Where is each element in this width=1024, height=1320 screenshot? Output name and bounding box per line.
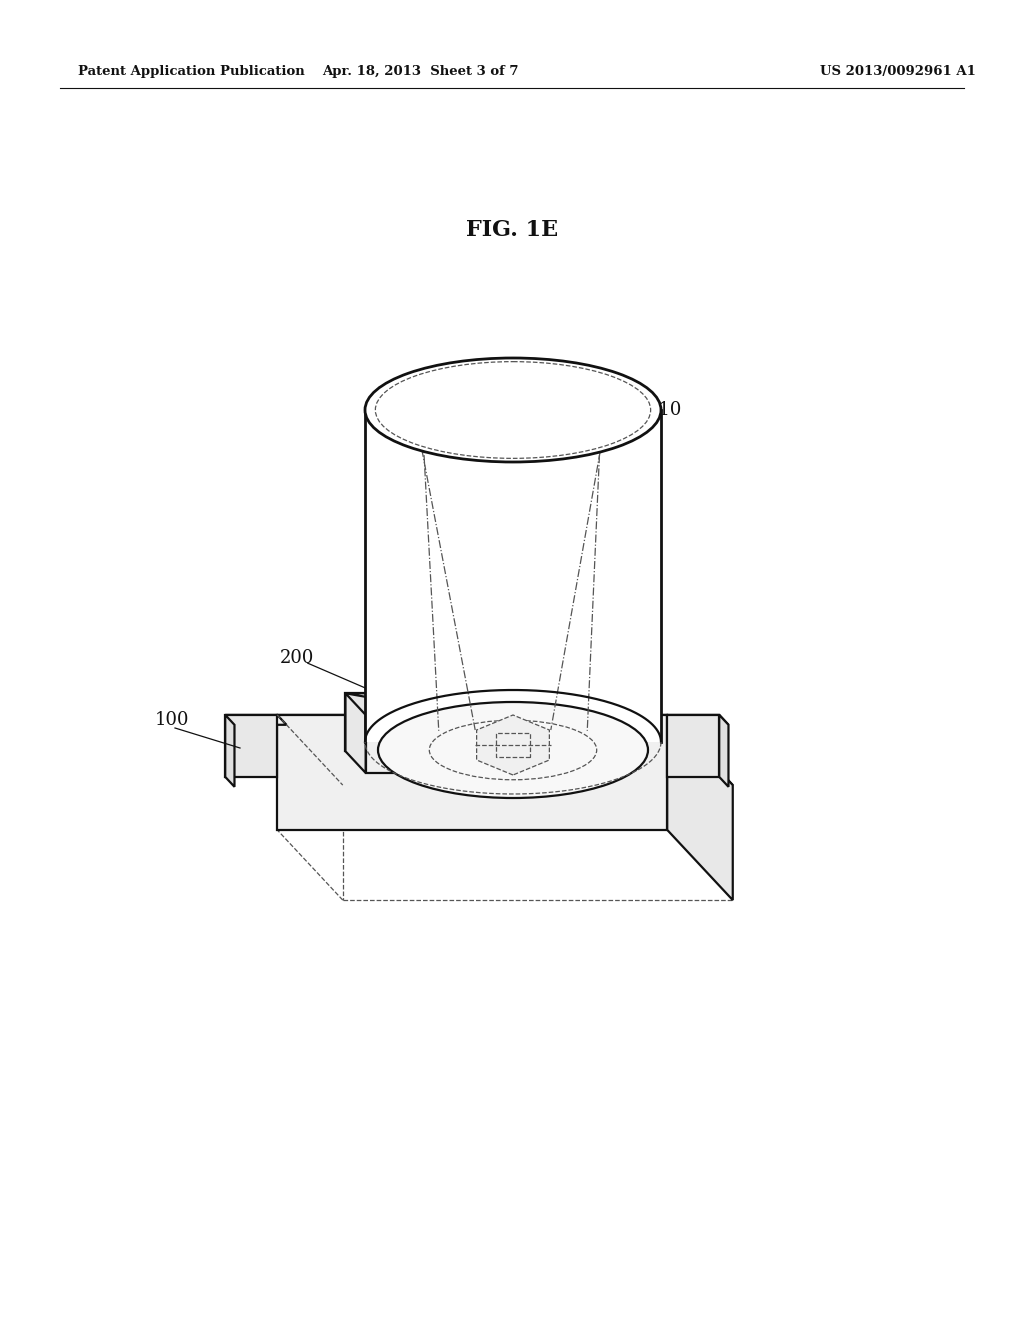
Text: 450: 450 [373, 385, 408, 404]
Polygon shape [278, 715, 733, 785]
Polygon shape [668, 715, 733, 900]
Polygon shape [345, 693, 366, 774]
Polygon shape [719, 715, 728, 787]
Polygon shape [345, 693, 450, 751]
Polygon shape [668, 715, 719, 777]
Polygon shape [455, 693, 579, 715]
Ellipse shape [378, 702, 648, 799]
Polygon shape [476, 715, 549, 775]
Polygon shape [455, 693, 559, 751]
Polygon shape [365, 411, 662, 742]
Text: Apr. 18, 2013  Sheet 3 of 7: Apr. 18, 2013 Sheet 3 of 7 [322, 66, 518, 78]
Text: 410: 410 [648, 401, 682, 418]
Text: 100: 100 [155, 711, 189, 729]
Polygon shape [345, 693, 470, 715]
Polygon shape [225, 715, 234, 787]
Text: Patent Application Publication: Patent Application Publication [78, 66, 305, 78]
Polygon shape [668, 715, 728, 725]
Text: US 2013/0092961 A1: US 2013/0092961 A1 [820, 66, 976, 78]
Polygon shape [225, 715, 278, 777]
Ellipse shape [365, 358, 662, 462]
Text: FIG. 1E: FIG. 1E [466, 219, 558, 242]
Polygon shape [278, 715, 668, 830]
Polygon shape [225, 715, 287, 725]
Polygon shape [366, 715, 470, 774]
Polygon shape [475, 715, 579, 774]
Polygon shape [559, 693, 579, 774]
Text: 200: 200 [280, 649, 314, 667]
